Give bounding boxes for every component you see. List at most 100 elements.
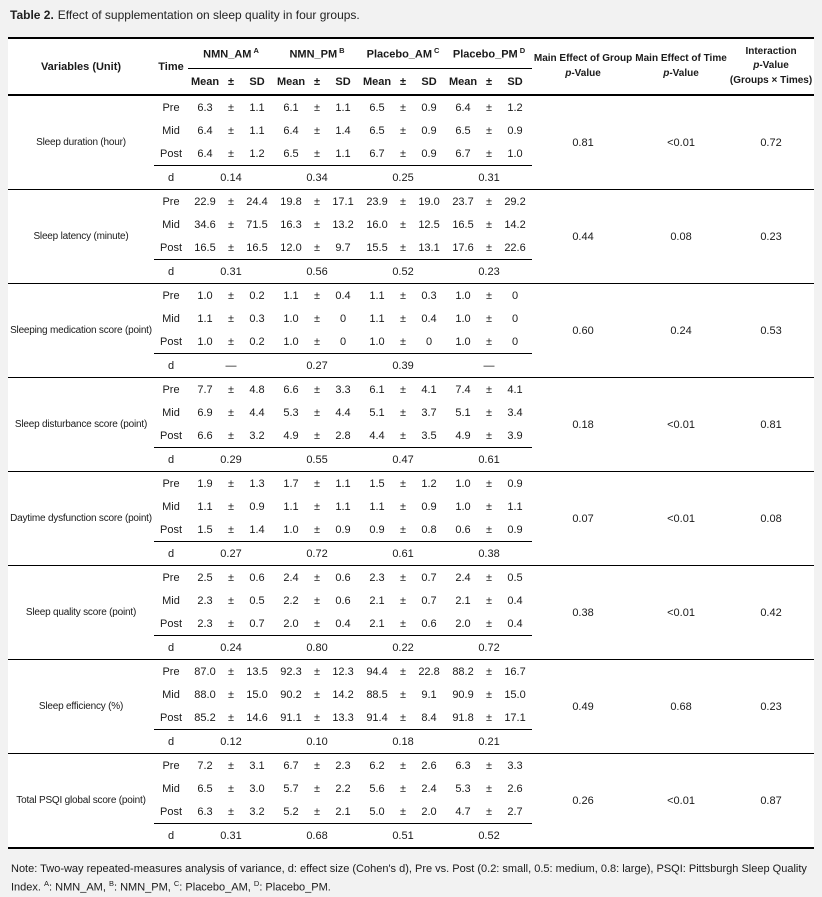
p-value-time: <0.01 <box>667 512 695 525</box>
sd-value: 0.7 <box>249 617 265 630</box>
subheader-sd: SD <box>421 75 437 88</box>
d-label: d <box>154 541 188 566</box>
plus-minus: ± <box>486 759 493 772</box>
data-row: Mid 88.0 ±15.0 90.2 ±14.2 88.5 ±9.1 90.9 ±15.0 <box>8 683 814 706</box>
table-caption-label: Table 2. <box>10 8 54 22</box>
sd-value: 0.9 <box>249 500 265 513</box>
sd-value: 1.3 <box>249 477 265 490</box>
sd-value: 14.6 <box>246 711 268 724</box>
sd-value: 0.4 <box>335 289 351 302</box>
effect-size-row: d 0.12 0.10 0.18 0.21 <box>8 729 814 754</box>
d-value: 0.29 <box>188 447 275 472</box>
plus-minus: ± <box>313 335 321 348</box>
subheader-sd: SD <box>335 75 351 88</box>
plus-minus: ± <box>227 571 235 584</box>
sd-value: 0.9 <box>335 523 351 536</box>
mean-value: 85.2 <box>194 711 216 724</box>
effect-size-row: d 0.27 0.72 0.61 0.38 <box>8 541 814 566</box>
p-value-group: 0.38 <box>572 606 594 619</box>
d-label: d <box>154 729 188 754</box>
d-value: 0.27 <box>274 353 361 378</box>
time-label: Post <box>159 429 182 442</box>
d-value: 0.14 <box>188 165 275 190</box>
sd-value: 4.4 <box>335 406 351 419</box>
p-value-label: p-Value <box>753 60 789 72</box>
mean-value: 5.6 <box>369 782 385 795</box>
plus-minus: ± <box>227 241 235 254</box>
mean-value: 1.5 <box>197 523 213 536</box>
plus-minus: ± <box>400 688 407 701</box>
sd-value: 0.6 <box>335 594 351 607</box>
mean-value: 6.4 <box>197 124 213 137</box>
group-superscript: C <box>434 46 440 56</box>
sd-value: 1.2 <box>249 147 265 160</box>
plus-minus: ± <box>313 195 321 208</box>
mean-value: 92.3 <box>280 665 302 678</box>
effect-size-row: d 0.29 0.55 0.47 0.61 <box>8 447 814 472</box>
mean-value: 88.2 <box>452 665 474 678</box>
plus-minus: ± <box>227 335 235 348</box>
sd-value: 13.5 <box>246 665 268 678</box>
plus-minus: ± <box>486 218 493 231</box>
sd-value: 1.4 <box>335 124 351 137</box>
sd-value: 3.5 <box>421 429 437 442</box>
sd-value: 29.2 <box>504 195 526 208</box>
variable-block: Total PSQI global score (point) Pre 7.2 ±3.… <box>8 754 815 848</box>
mean-value: 16.3 <box>280 218 302 231</box>
sd-value: 0.4 <box>335 617 351 630</box>
mean-value: 34.6 <box>194 218 216 231</box>
col-header-group-placebo-am: Placebo_AM C <box>360 38 447 69</box>
plus-minus: ± <box>227 383 235 396</box>
sd-value: 1.1 <box>249 101 265 114</box>
plus-minus: ± <box>227 500 235 513</box>
variable-block: Sleep duration (hour) Pre 6.3 ±1.1 6.1 ±1.1 6.… <box>8 95 815 190</box>
data-row: Mid 2.3 ±0.5 2.2 ±0.6 2.1 ±0.7 2.1 ±0.4 <box>8 589 814 612</box>
sd-value: 0.4 <box>507 594 523 607</box>
p-value-time: 0.24 <box>670 324 692 337</box>
plus-minus: ± <box>400 782 407 795</box>
time-label: Pre <box>162 289 180 302</box>
mean-value: 7.2 <box>197 759 213 772</box>
variable-name: Sleep duration (hour) <box>36 137 126 148</box>
sd-value: 1.1 <box>335 500 351 513</box>
subheader-pm: ± <box>400 75 407 88</box>
mean-value: 4.4 <box>369 429 385 442</box>
sd-value: 3.3 <box>507 759 523 772</box>
mean-value: 1.0 <box>455 477 471 490</box>
sd-value: 1.2 <box>507 101 523 114</box>
mean-value: 1.9 <box>197 477 213 490</box>
sd-value: 4.1 <box>507 383 523 396</box>
sd-value: 12.3 <box>332 665 354 678</box>
sd-value: 9.7 <box>335 241 351 254</box>
variable-name: Sleep efficiency (%) <box>38 701 124 712</box>
plus-minus: ± <box>313 805 321 818</box>
mean-value: 6.1 <box>369 383 385 396</box>
mean-value: 1.1 <box>369 312 385 325</box>
sd-value: 2.3 <box>335 759 351 772</box>
plus-minus: ± <box>227 759 235 772</box>
d-label: d <box>154 635 188 660</box>
plus-minus: ± <box>227 617 235 630</box>
sd-value: 0 <box>425 335 433 348</box>
p-value-interaction: 0.72 <box>760 136 782 149</box>
mean-value: 2.0 <box>455 617 471 630</box>
sd-value: 14.2 <box>504 218 526 231</box>
d-value: 0.72 <box>446 635 533 660</box>
plus-minus: ± <box>400 617 407 630</box>
sd-value: 3.0 <box>249 782 265 795</box>
p-value-interaction: 0.87 <box>760 794 782 807</box>
group-label: Placebo_AM <box>366 48 433 61</box>
sd-value: 0.9 <box>421 124 437 137</box>
time-label: Mid <box>162 500 180 513</box>
sd-value: 0 <box>511 335 519 348</box>
sd-value: 0 <box>511 289 519 302</box>
sd-value: 2.0 <box>421 805 437 818</box>
header-line: Main Effect of Time <box>635 53 727 64</box>
subheader-mean: Mean <box>190 75 220 88</box>
time-label: Pre <box>162 665 180 678</box>
mean-value: 6.5 <box>283 147 299 160</box>
plus-minus: ± <box>400 241 407 254</box>
mean-value: 6.6 <box>283 383 299 396</box>
p-value-group: 0.26 <box>572 794 594 807</box>
d-value: 0.22 <box>360 635 447 660</box>
